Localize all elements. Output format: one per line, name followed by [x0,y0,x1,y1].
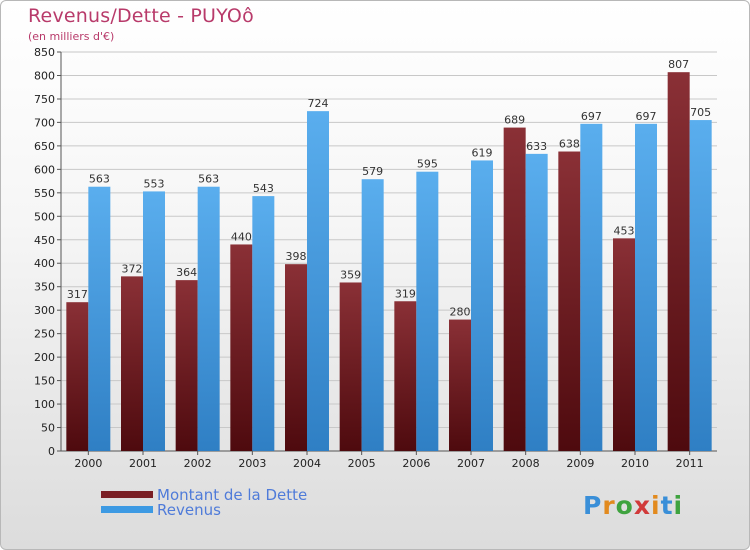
legend: Montant de la Dette Revenus [101,485,308,519]
x-tick-label: 2005 [348,457,376,470]
y-tick-label: 650 [34,140,55,153]
y-tick-label: 50 [41,422,55,435]
y-tick-label: 250 [34,328,55,341]
y-tick-label: 350 [34,281,55,294]
x-tick-label: 2007 [457,457,485,470]
y-tick-label: 100 [34,398,55,411]
proxiti-logo: Proxiti [583,491,684,520]
data-label: 724 [308,97,329,110]
legend-item-dette: Montant de la Dette [101,485,308,504]
y-tick-label: 0 [48,445,55,458]
data-label: 705 [690,106,711,119]
x-tick-label: 2008 [512,457,540,470]
bar-dette [503,127,526,452]
bar-revenus [471,160,493,451]
x-tick-label: 2002 [184,457,212,470]
bar-revenus [689,120,712,452]
y-tick-label: 450 [34,234,55,247]
bar-dette [449,319,471,451]
data-label: 633 [526,140,547,153]
bar-dette [66,302,89,451]
data-label: 398 [286,250,307,263]
bar-revenus [252,196,275,451]
x-tick-label: 2003 [238,457,266,470]
chart-title: Revenus/Dette - PUYOô [28,5,254,27]
data-label: 579 [362,165,383,178]
bar-dette [558,151,581,451]
y-tick-label: 600 [34,163,55,176]
data-label: 638 [559,138,580,151]
y-tick-label: 800 [34,69,55,82]
bar-revenus [580,123,603,451]
bar-dette [121,276,143,451]
data-label: 364 [176,266,197,279]
bar-revenus [143,191,165,452]
bar-dette [667,72,690,452]
legend-label-revenus: Revenus [157,500,221,519]
bar-revenus [525,153,548,451]
data-label: 453 [614,224,635,237]
y-tick-label: 500 [34,210,55,223]
data-label: 553 [144,177,165,190]
y-tick-label: 150 [34,375,55,388]
y-tick-label: 850 [34,46,55,59]
data-label: 317 [67,288,88,301]
bar-revenus [88,186,111,451]
data-label: 440 [231,230,252,243]
bar-revenus [635,123,657,451]
x-tick-label: 2000 [74,457,102,470]
x-tick-label: 2009 [566,457,594,470]
bar-dette [285,264,307,451]
y-tick-label: 200 [34,351,55,364]
data-label: 697 [636,110,657,123]
legend-swatch-dette [101,491,153,498]
data-label: 359 [340,268,361,281]
y-tick-label: 550 [34,187,55,200]
bar-dette [394,301,417,451]
bar-dette [175,280,198,451]
data-label: 543 [253,182,274,195]
x-tick-label: 2010 [621,457,649,470]
x-tick-label: 2011 [676,457,704,470]
data-label: 563 [198,173,219,186]
bar-dette [613,238,635,451]
data-label: 372 [122,262,143,275]
data-label: 280 [450,306,471,319]
y-tick-label: 300 [34,304,55,317]
data-label: 697 [581,110,602,123]
y-tick-label: 400 [34,257,55,270]
bar-revenus [416,171,439,451]
legend-label-dette: Montant de la Dette [157,485,308,504]
x-tick-label: 2004 [293,457,321,470]
data-label: 807 [668,58,689,71]
data-label: 319 [395,287,416,300]
bar-revenus [197,186,220,451]
data-label: 563 [89,173,110,186]
chart-subtitle: (en milliers d'€) [28,30,115,43]
data-label: 689 [504,114,525,127]
legend-item-revenus: Revenus [101,500,307,519]
legend-swatch-revenus [101,506,153,513]
x-tick-label: 2006 [402,457,430,470]
y-tick-label: 750 [34,93,55,106]
y-tick-label: 700 [34,116,55,129]
data-label: 619 [472,146,493,159]
bar-revenus [361,179,384,452]
data-label: 595 [417,158,438,171]
x-tick-label: 2001 [129,457,157,470]
bar-dette [230,244,253,451]
bar-revenus [307,111,329,452]
bar-dette [339,282,362,451]
